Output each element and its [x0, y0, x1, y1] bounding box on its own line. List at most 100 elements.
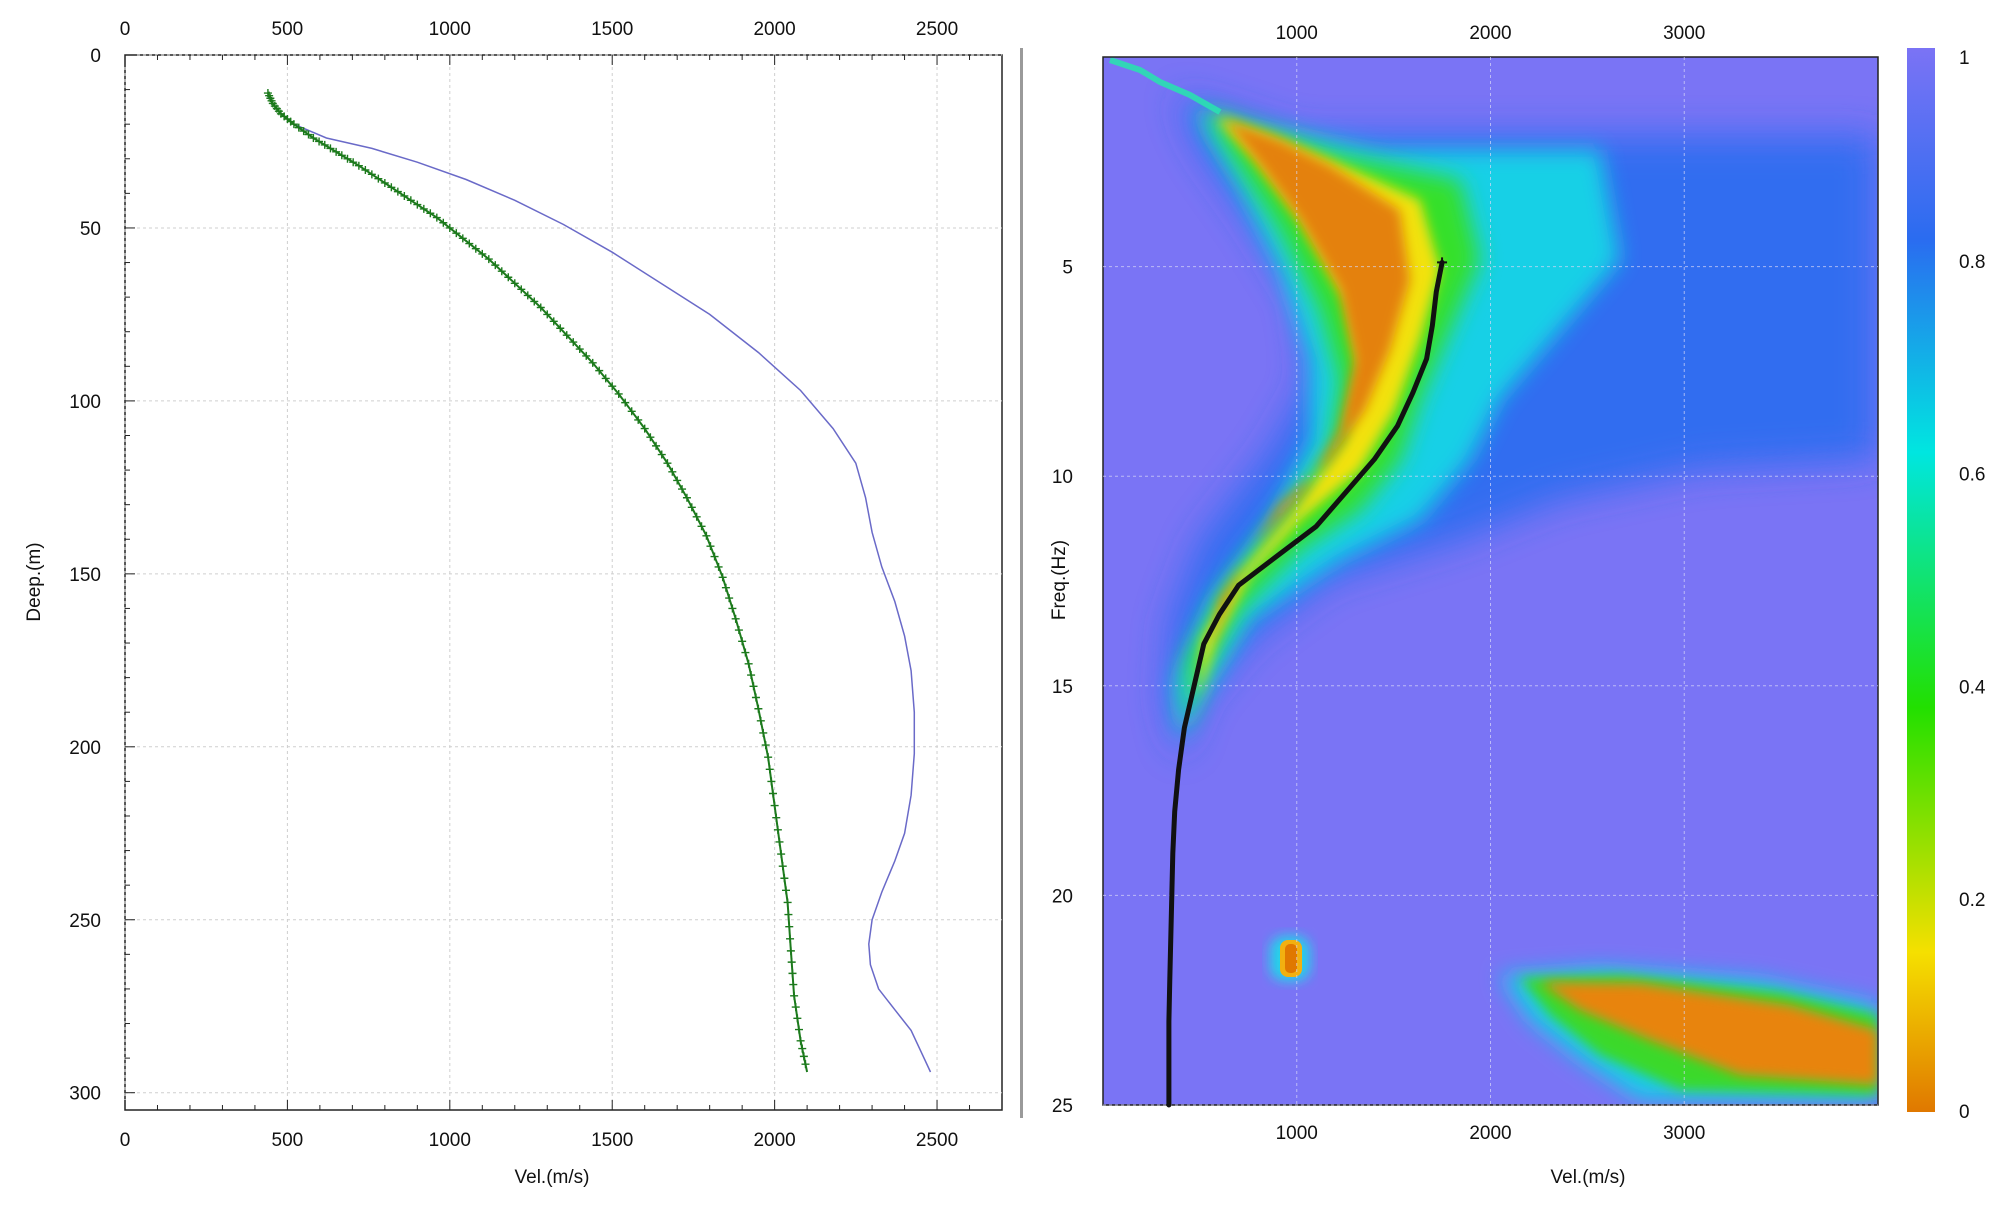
left-series-marker	[702, 531, 711, 540]
left-series-marker	[491, 261, 500, 270]
left-series-marker	[697, 522, 706, 531]
left-series-marker	[419, 204, 428, 213]
picked-curve-endpoint	[1437, 257, 1448, 268]
left-y-tick-label: 0	[90, 46, 101, 67]
left-series-marker	[504, 273, 513, 282]
left-series-marker	[678, 485, 687, 494]
left-series-marker	[471, 244, 480, 253]
left-series-marker	[692, 512, 701, 521]
left-series-marker	[786, 934, 795, 943]
left-series-marker	[687, 503, 696, 512]
left-series-marker	[406, 196, 415, 205]
left-series-marker	[588, 358, 597, 367]
left-plot-area	[124, 54, 1003, 1111]
left-series-marker	[393, 187, 402, 196]
left-series-marker	[778, 862, 787, 871]
heatmap-band-lower-orange	[1540, 982, 1878, 1085]
right-x-tick-label-top: 3000	[1663, 23, 1705, 44]
right-y-tick-label: 15	[1052, 677, 1073, 698]
left-y-tick-label: 200	[69, 738, 101, 759]
colorbar-tick-label: 0.6	[1959, 465, 1985, 486]
left-series-marker	[791, 1003, 800, 1012]
left-series-marker	[426, 209, 435, 218]
left-series-marker	[326, 144, 335, 153]
colorbar-tick-label: 0.8	[1959, 252, 1985, 273]
colorbar-gradient	[1907, 48, 1935, 1112]
left-series-marker	[361, 166, 370, 175]
left-series-marker	[556, 324, 565, 333]
left-x-tick-label-top: 1000	[429, 19, 471, 40]
left-series-marker	[634, 415, 643, 424]
left-series-marker	[315, 137, 324, 146]
left-series-marker	[785, 922, 794, 931]
dispersion-panel: 1000 1000 2000 2000 3000 3000 5 10 15 20 25 Vel.(m…	[1049, 23, 1879, 1188]
left-ticks: 0050050010001000150015002000200025002500…	[69, 19, 971, 1151]
left-series-marker	[769, 789, 778, 798]
left-series-marker	[764, 753, 773, 762]
colorbar-tick-label: 0.4	[1959, 677, 1986, 698]
colorbar-tick-label: 1	[1959, 48, 1970, 69]
left-series-marker	[790, 991, 799, 1000]
left-x-tick-label-top: 1500	[591, 19, 633, 40]
left-series-line-1	[267, 96, 932, 1073]
left-series-marker	[332, 147, 341, 156]
left-series-marker	[710, 552, 719, 561]
left-series-marker	[614, 389, 623, 398]
left-series-marker	[543, 310, 552, 319]
left-series-marker	[601, 374, 610, 383]
left-series-marker	[754, 704, 763, 713]
left-y-axis-title: Deep.(m)	[24, 542, 45, 621]
left-series-marker	[652, 441, 661, 450]
left-series-marker	[523, 291, 532, 300]
left-series-marker	[788, 969, 797, 978]
left-series-marker	[320, 140, 329, 149]
right-x-tick-label-top: 2000	[1469, 23, 1511, 44]
left-series-marker	[714, 562, 723, 571]
left-series-marker	[575, 345, 584, 354]
left-series-marker	[728, 604, 737, 613]
left-series	[263, 89, 932, 1073]
heatmap-tail	[1109, 57, 1222, 115]
left-series-marker	[777, 850, 786, 859]
left-series-marker	[786, 946, 795, 955]
left-series-marker	[530, 297, 539, 306]
left-series-marker	[789, 980, 798, 989]
left-series-marker	[294, 123, 303, 132]
left-x-tick-label: 1500	[591, 1130, 633, 1151]
left-series-marker	[439, 218, 448, 227]
right-y-tick-label: 5	[1062, 258, 1073, 279]
left-series-marker	[706, 542, 715, 551]
left-series-marker	[510, 279, 519, 288]
left-series-marker	[465, 239, 474, 248]
left-series-marker	[569, 338, 578, 347]
heatmap-band-orange	[1210, 120, 1410, 650]
left-series-marker	[582, 351, 591, 360]
left-series-marker	[304, 130, 313, 139]
picked-curve-line	[1166, 259, 1445, 1108]
left-series-marker	[387, 183, 396, 192]
left-x-tick-label: 0	[120, 1130, 131, 1151]
left-series-marker	[432, 213, 441, 222]
heatmap-blob	[1270, 936, 1310, 981]
left-series-marker	[682, 493, 691, 502]
left-series-marker	[767, 777, 776, 786]
left-series-marker	[761, 741, 770, 750]
left-y-tick-label: 150	[69, 565, 101, 586]
left-series-marker	[445, 223, 454, 232]
colorbar-tick-label: 0	[1959, 1102, 1970, 1123]
left-x-tick-label: 2000	[753, 1130, 795, 1151]
colorbar-tick-label: 0.2	[1959, 890, 1985, 911]
right-x-tick-label: 3000	[1663, 1123, 1705, 1144]
left-x-tick-label: 500	[272, 1130, 304, 1151]
left-series-marker	[756, 716, 765, 725]
colorbar-ticks: 0 0.2 0.4 0.6 0.8 1	[1959, 48, 1986, 1123]
left-series-marker	[770, 801, 779, 810]
left-y-tick-label: 50	[80, 219, 101, 240]
left-series-marker	[413, 200, 422, 209]
right-y-tick-label: 20	[1052, 886, 1073, 907]
left-y-tick-label: 100	[69, 392, 101, 413]
left-series-marker	[484, 255, 493, 264]
left-series-marker	[734, 626, 743, 635]
left-series-marker	[517, 285, 526, 294]
